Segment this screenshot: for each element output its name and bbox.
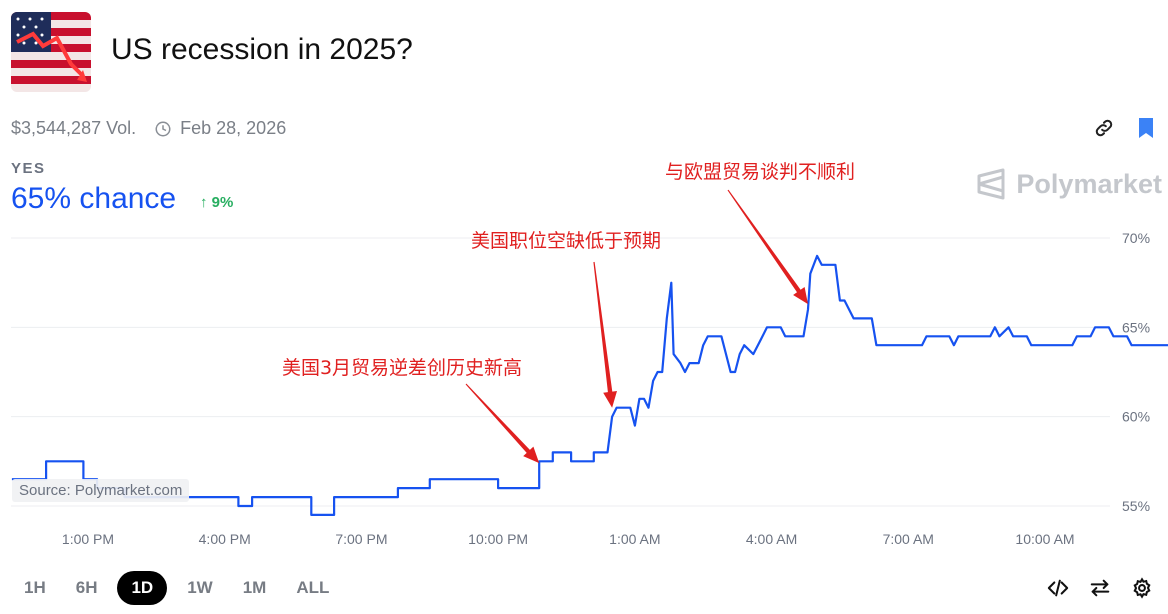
arrow-up-icon: ↑	[200, 194, 208, 211]
bookmark-icon[interactable]	[1134, 116, 1158, 140]
grid-layer	[11, 237, 1110, 507]
bottom-actions	[1046, 576, 1154, 600]
tick-layer: 55% 60% 65% 70% 1:00 PM 4:00 PM 7:00 PM 10:00 P…	[62, 230, 1150, 547]
annotation-text: 与欧盟贸易谈判不顺利	[665, 161, 855, 183]
market-thumbnail	[11, 12, 91, 92]
annotation-arrow	[727, 189, 808, 305]
chance-value: 65% chance	[11, 182, 177, 215]
x-tick-label: 7:00 PM	[335, 531, 387, 547]
series-line	[11, 254, 1168, 517]
x-tick-label: 10:00 PM	[468, 531, 528, 547]
market-title: US recession in 2025?	[111, 33, 413, 66]
y-tick-label: 55%	[1122, 498, 1150, 514]
x-tick-label: 4:00 PM	[199, 531, 251, 547]
end-date-text: Feb 28, 2026	[180, 118, 287, 138]
x-tick-label: 1:00 PM	[62, 531, 114, 547]
outcome-label: YES	[11, 160, 46, 177]
y-tick-label: 70%	[1122, 230, 1150, 246]
link-icon[interactable]	[1092, 116, 1116, 140]
x-tick-label: 1:00 AM	[609, 531, 660, 547]
annotation-arrow	[465, 383, 540, 464]
watermark-text: Polymarket	[1016, 168, 1162, 199]
y-tick-label: 60%	[1122, 409, 1150, 425]
range-all[interactable]: ALL	[296, 578, 330, 597]
annotation-arrow	[593, 261, 617, 408]
range-1h[interactable]: 1H	[24, 578, 46, 597]
range-6h[interactable]: 6H	[75, 578, 98, 597]
y-tick-label: 65%	[1122, 319, 1150, 335]
x-tick-label: 4:00 AM	[746, 531, 797, 547]
x-tick-label: 7:00 AM	[883, 531, 934, 547]
code-icon[interactable]	[1046, 576, 1070, 600]
time-range-selector: 1H 6H 1D 1W 1M ALL	[14, 571, 339, 605]
polymarket-logo-icon	[977, 168, 1005, 200]
source-label: Source: Polymarket.com	[12, 479, 190, 502]
chance-change-value: 9%	[211, 194, 234, 211]
gear-icon[interactable]	[1130, 576, 1154, 600]
market-meta: $3,544,287 Vol. Feb 28, 2026	[11, 118, 286, 139]
range-1w[interactable]: 1W	[187, 578, 213, 597]
polymarket-watermark: Polymarket	[976, 168, 1162, 200]
line-layer	[11, 254, 1168, 517]
annotation-text: 美国职位空缺低于预期	[471, 230, 661, 252]
x-tick-label: 10:00 AM	[1015, 531, 1074, 547]
volume-text: $3,544,287 Vol.	[11, 118, 137, 138]
annotation-text: 美国3月贸易逆差创历史新高	[282, 357, 522, 379]
range-1d[interactable]: 1D	[117, 571, 168, 605]
annotation-layer: 美国3月贸易逆差创历史新高 美国职位空缺低于预期 与欧盟贸易谈判不顺利	[282, 161, 855, 464]
top-actions	[1092, 116, 1158, 140]
swap-icon[interactable]	[1088, 576, 1112, 600]
chance-change: ↑ 9%	[200, 194, 233, 211]
clock-icon	[154, 120, 172, 138]
range-1m[interactable]: 1M	[242, 578, 267, 597]
